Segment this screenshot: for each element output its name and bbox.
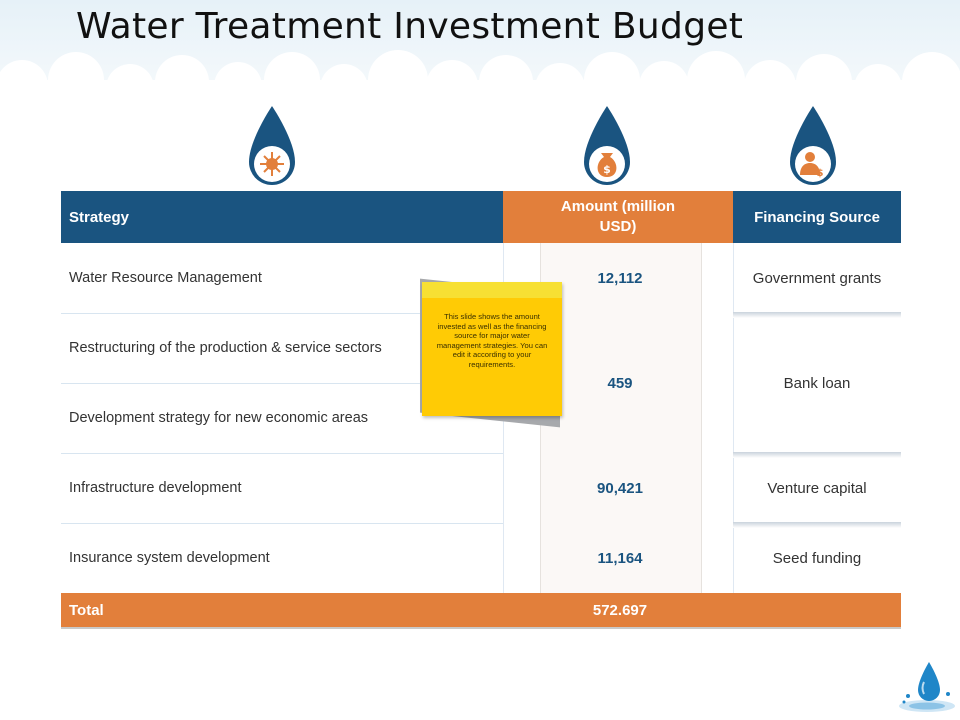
- strategy-drop-icon: [245, 106, 299, 188]
- header-strategy: Strategy: [69, 208, 130, 226]
- source-divider: [733, 452, 901, 458]
- row-divider: [61, 313, 503, 314]
- amount-cell: 12,112: [597, 269, 643, 287]
- header-amount: Amount (million USD): [503, 191, 733, 243]
- table-header: [61, 191, 901, 243]
- sticky-note-text: This slide shows the amount invested as …: [436, 312, 548, 369]
- investor-icon: $: [800, 152, 824, 179]
- total-row: [61, 593, 901, 629]
- amount-cell: 90,421: [597, 479, 643, 497]
- source-cell: Bank loan: [783, 374, 851, 392]
- cloud-banner: [0, 0, 960, 110]
- row-divider: [61, 523, 503, 524]
- source-cell: Government grants: [752, 269, 882, 287]
- page-title: Water Treatment Investment Budget: [76, 6, 744, 47]
- amount-cell: 11,164: [597, 549, 643, 567]
- svg-text:$: $: [817, 168, 824, 179]
- row-divider: [61, 453, 503, 454]
- source-divider: [733, 522, 901, 528]
- network-hub-icon: [260, 152, 284, 176]
- source-drop-icon: $: [786, 106, 840, 188]
- strategy-cell: Restructuring of the production & servic…: [69, 340, 382, 356]
- column-divider: [733, 243, 734, 593]
- money-bag-icon: $: [597, 153, 617, 177]
- row-divider: [61, 383, 503, 384]
- source-cell: Venture capital: [767, 479, 867, 497]
- water-drop-logo-icon: [899, 662, 955, 712]
- sticky-note-header: [422, 282, 562, 298]
- amount-drop-icon: $: [580, 106, 634, 188]
- total-label: Total: [69, 601, 104, 619]
- svg-text:$: $: [603, 163, 611, 176]
- header-financing-source: Financing Source: [754, 208, 880, 226]
- strategy-cell: Water Resource Management: [69, 270, 262, 286]
- source-divider: [733, 312, 901, 318]
- strategy-cell: Insurance system development: [69, 550, 270, 566]
- strategy-cell: Infrastructure development: [69, 480, 242, 496]
- source-cell: Seed funding: [772, 549, 862, 567]
- header-amount-label: Amount (million USD): [560, 198, 676, 235]
- amount-column: [540, 243, 702, 593]
- strategy-cell: Development strategy for new economic ar…: [69, 410, 369, 426]
- amount-cell: 459: [607, 374, 633, 392]
- total-value: 572.697: [592, 601, 648, 619]
- sticky-note[interactable]: This slide shows the amount invested as …: [422, 282, 562, 416]
